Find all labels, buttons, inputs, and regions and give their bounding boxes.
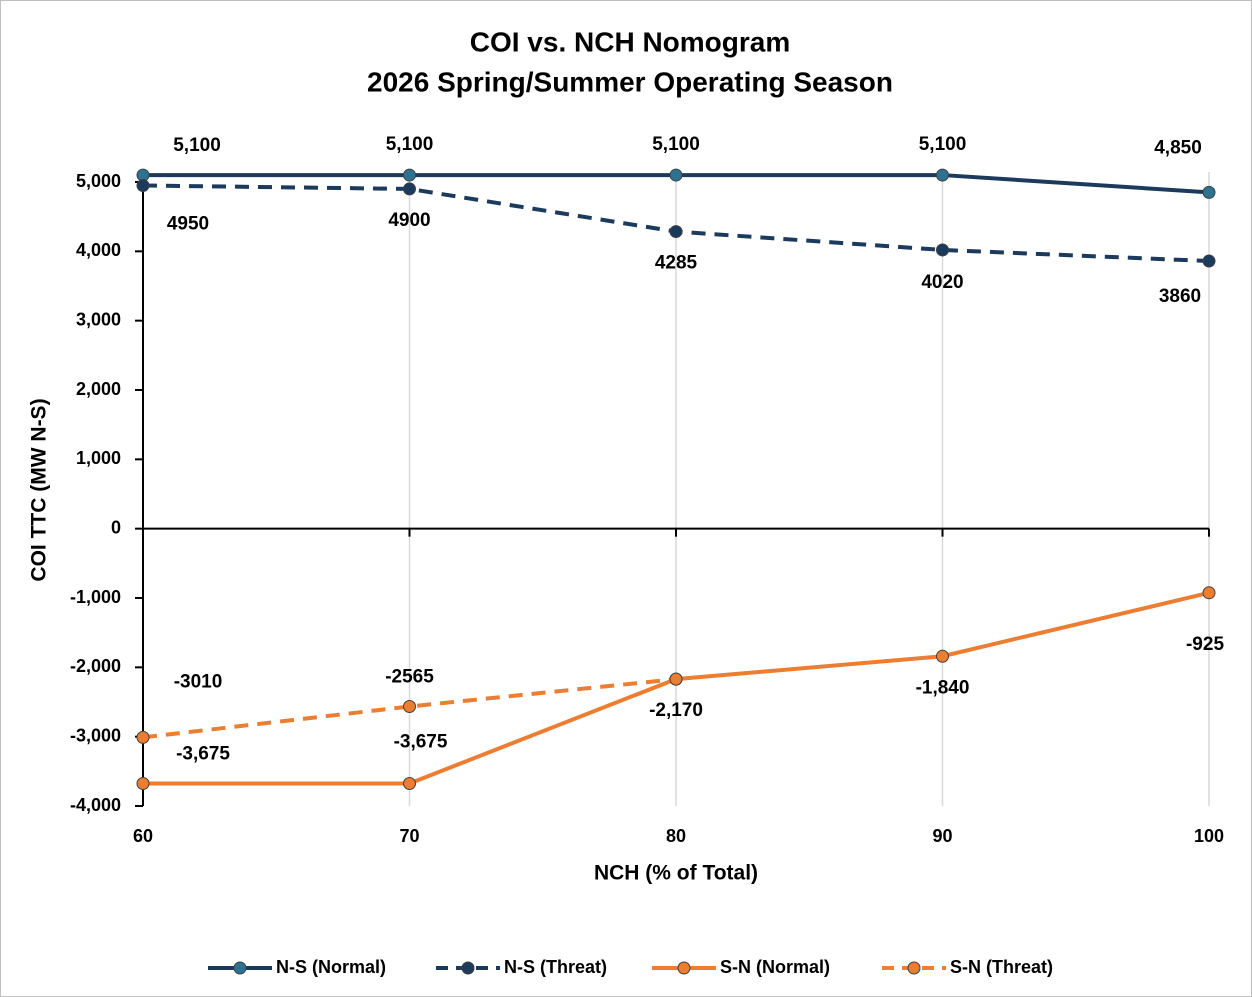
marker — [936, 168, 949, 182]
marker — [136, 776, 150, 790]
chart-subtitle: 2026 Spring/Summer Operating Season — [367, 66, 893, 97]
marker — [669, 225, 683, 239]
y-tick-label: 1,000 — [76, 448, 121, 468]
data-label: -925 — [1186, 634, 1224, 655]
data-label: 4,850 — [1154, 137, 1202, 158]
data-label: 5,100 — [652, 134, 700, 155]
marker — [403, 700, 416, 714]
y-tick-label: 3,000 — [76, 309, 121, 329]
data-label: 3860 — [1159, 286, 1201, 307]
marker — [403, 776, 416, 790]
data-label: -3,675 — [176, 743, 230, 764]
legend-marker — [907, 961, 921, 975]
data-label: 4900 — [388, 210, 430, 231]
y-tick-label: 5,000 — [76, 171, 121, 191]
y-tick-label: 2,000 — [76, 379, 121, 399]
y-tick-label: -1,000 — [70, 587, 121, 607]
x-tick-label: 90 — [932, 826, 952, 846]
legend-marker — [461, 961, 475, 975]
y-tick-label: 0 — [111, 517, 121, 537]
y-tick-label: -2,000 — [70, 656, 121, 676]
x-tick-label: 100 — [1194, 826, 1224, 846]
series-line — [142, 677, 677, 740]
y-tick-label: 4,000 — [76, 240, 121, 260]
marker — [669, 168, 683, 182]
marker — [1202, 586, 1216, 600]
data-label: -3010 — [174, 671, 223, 692]
data-label: 4950 — [167, 213, 209, 234]
marker — [136, 730, 150, 744]
data-label: 5,100 — [919, 134, 967, 155]
marker — [403, 168, 416, 182]
marker — [136, 178, 150, 192]
marker — [669, 672, 683, 686]
data-label: 4020 — [921, 272, 963, 293]
marker — [403, 182, 416, 196]
legend-label: S-N (Normal) — [720, 957, 830, 977]
legend-label: N-S (Threat) — [504, 957, 607, 977]
legend-marker — [233, 961, 247, 975]
marker — [936, 649, 949, 663]
legend-label: S-N (Threat) — [950, 957, 1053, 977]
data-label: -2565 — [385, 667, 434, 688]
data-label: 5,100 — [386, 134, 434, 155]
x-tick-label: 80 — [666, 826, 686, 846]
x-tick-label: 60 — [133, 826, 153, 846]
x-tick-label: 70 — [399, 826, 419, 846]
data-label: -1,840 — [916, 677, 970, 698]
y-tick-label: -4,000 — [70, 795, 121, 815]
chart-title: COI vs. NCH Nomogram — [470, 26, 791, 57]
marker — [1202, 185, 1216, 199]
y-axis-label: COI TTC (MW N-S) — [28, 398, 51, 581]
y-tick-label: -3,000 — [70, 725, 121, 745]
x-axis-label: NCH (% of Total) — [594, 862, 758, 885]
marker — [936, 243, 949, 257]
legend-marker — [677, 961, 691, 975]
data-label: 4285 — [655, 253, 698, 274]
data-label: 5,100 — [173, 135, 221, 156]
data-label: -2,170 — [649, 700, 703, 721]
data-label: -3,675 — [394, 731, 448, 752]
legend-label: N-S (Normal) — [276, 957, 386, 977]
marker — [1202, 254, 1216, 268]
